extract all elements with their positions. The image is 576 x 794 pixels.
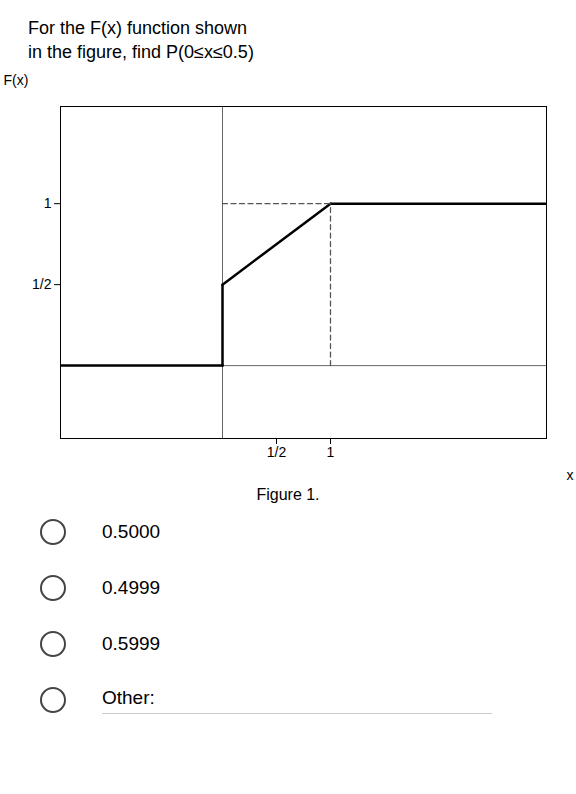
html-text:0.4999: 0.4999 <box>102 577 161 598</box>
svg-text:1: 1 <box>327 444 335 460</box>
html-text:For the F(x) function shown: For the F(x) function shown <box>28 18 248 38</box>
svg-text:F(x): F(x) <box>4 72 29 88</box>
html-text:in the figure, find P(0≤x≤0.5): in the figure, find P(0≤x≤0.5) <box>28 42 254 62</box>
svg-text:x: x <box>567 467 574 483</box>
html-text:0.5000: 0.5000 <box>102 521 161 542</box>
html-text:Figure 1.: Figure 1. <box>256 486 320 503</box>
svg-text:1/2: 1/2 <box>267 444 287 460</box>
svg-text:1: 1 <box>44 195 52 211</box>
svg-text:1/2: 1/2 <box>32 276 52 292</box>
html-text:0.5999: 0.5999 <box>102 633 161 654</box>
html-text:Other:: Other: <box>102 686 155 708</box>
